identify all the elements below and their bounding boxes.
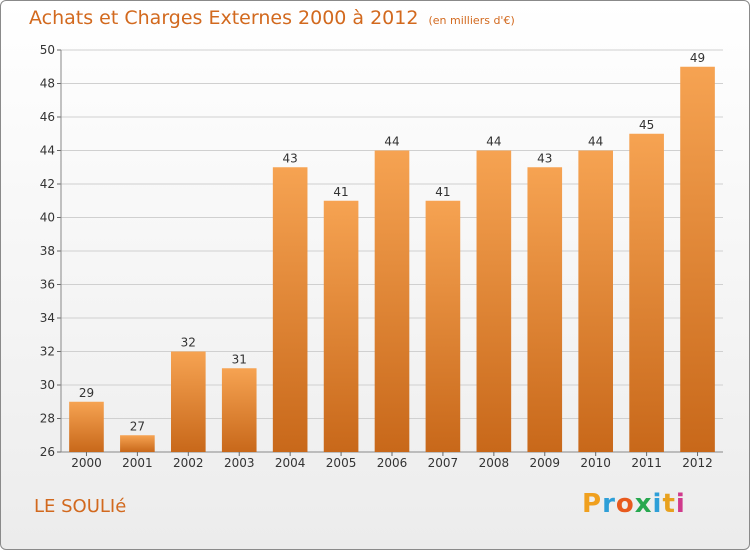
bar-value-label: 41 — [333, 185, 348, 199]
bar-value-label: 44 — [384, 135, 399, 149]
proxiti-logo[interactable]: Proxiti — [582, 489, 686, 519]
bar-value-label: 49 — [690, 51, 705, 65]
x-tick-label: 2009 — [529, 456, 560, 470]
bar — [170, 351, 206, 452]
bar — [425, 200, 461, 452]
x-tick-label: 2004 — [275, 456, 306, 470]
bar — [323, 200, 359, 452]
y-tick-label: 48 — [40, 77, 55, 91]
x-tick-label: 2006 — [377, 456, 408, 470]
logo-letter: t — [662, 489, 676, 519]
y-tick-label: 32 — [40, 345, 55, 359]
y-tick-label: 38 — [40, 244, 55, 258]
bar — [476, 150, 512, 452]
logo-letter: P — [582, 489, 603, 519]
title-text: Achats et Charges Externes 2000 à 2012 — [29, 7, 419, 29]
x-tick-label: 2007 — [428, 456, 459, 470]
bar-value-label: 29 — [79, 386, 94, 400]
commune-name: LE SOULIé — [34, 496, 127, 517]
bar-value-label: 45 — [639, 118, 654, 132]
x-tick-label: 2002 — [173, 456, 204, 470]
bar-value-label: 43 — [537, 151, 552, 165]
logo-letter: r — [602, 489, 616, 519]
logo-letter: o — [615, 489, 635, 519]
y-tick-label: 46 — [40, 110, 55, 124]
x-axis: 2000 2001 2002 2003 2004 2005 2006 2007 2008 2009… — [71, 452, 713, 470]
y-tick-label: 40 — [40, 211, 55, 225]
bar — [69, 401, 104, 452]
logo-letter: x — [634, 489, 653, 519]
x-tick-label: 2005 — [326, 456, 357, 470]
y-tick-label: 42 — [40, 177, 55, 191]
bar — [629, 133, 664, 452]
y-tick-label: 44 — [40, 144, 55, 158]
x-tick-label: 2000 — [71, 456, 102, 470]
bar-value-label: 43 — [283, 151, 298, 165]
x-tick-label: 2012 — [682, 456, 713, 470]
unit-label: (en milliers d'€) — [428, 14, 515, 27]
x-tick-label: 2010 — [580, 456, 611, 470]
x-tick-label: 2008 — [479, 456, 510, 470]
bar — [527, 167, 563, 452]
bar-value-label: 41 — [435, 185, 450, 199]
bar-value-label: 44 — [588, 135, 603, 149]
bar — [120, 435, 155, 452]
bar — [680, 66, 715, 452]
bar — [221, 368, 257, 452]
y-tick-label: 28 — [40, 412, 55, 426]
bar — [374, 150, 410, 452]
bar-value-label: 44 — [486, 135, 501, 149]
chart-title: Achats et Charges Externes 2000 à 2012 (e… — [29, 7, 515, 29]
y-tick-label: 26 — [40, 445, 55, 459]
y-tick-label: 36 — [40, 278, 55, 292]
x-tick-label: 2011 — [631, 456, 662, 470]
bar-value-label: 31 — [232, 352, 247, 366]
logo-letter: i — [675, 489, 686, 519]
y-tick-label: 30 — [40, 378, 55, 392]
bar-value-label: 32 — [181, 336, 196, 350]
x-tick-label: 2003 — [224, 456, 255, 470]
logo-letter: i — [652, 489, 663, 519]
bars: 29 27 32 31 43 41 44 41 44 43 44 45 49 — [69, 51, 715, 452]
bar-value-label: 27 — [130, 419, 145, 433]
y-tick-label: 50 — [40, 43, 55, 57]
bar — [578, 150, 614, 452]
bar — [272, 167, 308, 452]
y-tick-label: 34 — [40, 311, 55, 325]
x-tick-label: 2001 — [122, 456, 153, 470]
